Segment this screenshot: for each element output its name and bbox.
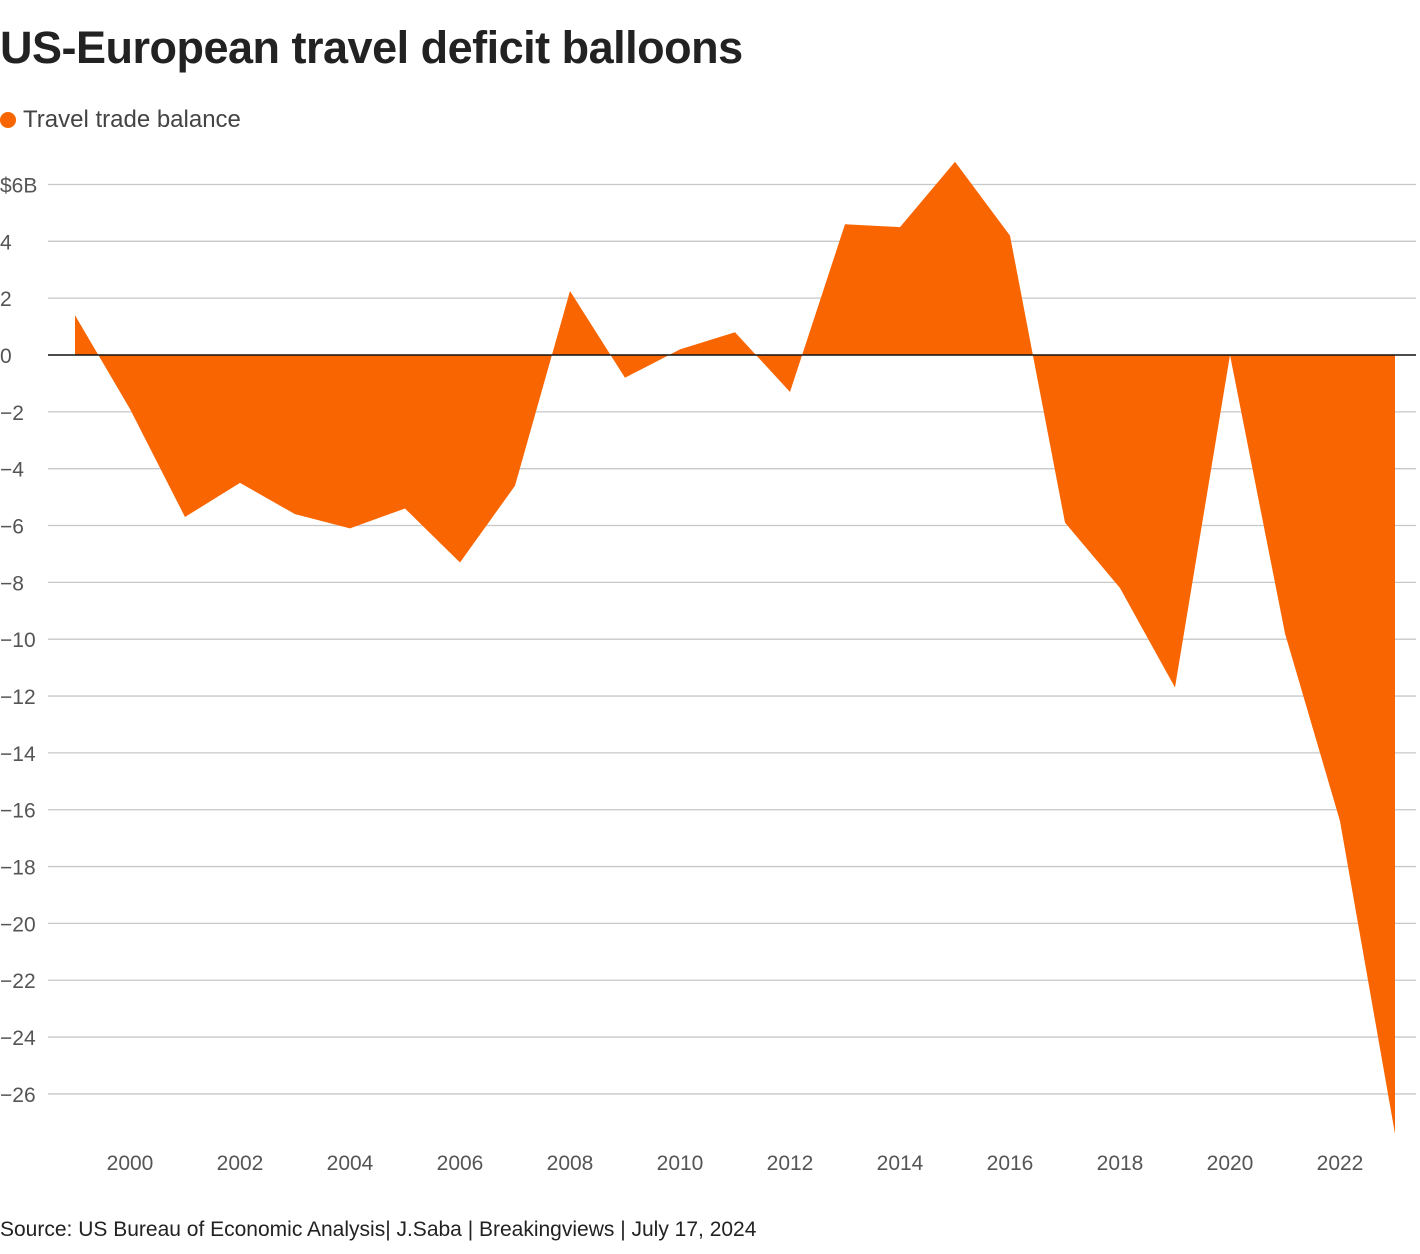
y-tick-label: −2 — [0, 402, 24, 425]
y-tick-label: −4 — [0, 459, 24, 482]
y-tick-label: −26 — [0, 1084, 36, 1107]
y-tick-label: −6 — [0, 516, 24, 539]
x-tick-label: 2006 — [437, 1152, 484, 1175]
y-tick-label: −22 — [0, 970, 36, 993]
y-tick-label: −12 — [0, 686, 36, 709]
x-tick-label: 2000 — [107, 1152, 154, 1175]
x-tick-label: 2004 — [327, 1152, 374, 1175]
y-tick-label: −18 — [0, 857, 36, 880]
legend-label: Travel trade balance — [23, 106, 241, 133]
x-tick-label: 2008 — [547, 1152, 594, 1175]
y-tick-label: −24 — [0, 1027, 36, 1050]
x-tick-label: 2014 — [877, 1152, 924, 1175]
y-tick-label: $6B — [0, 174, 37, 197]
x-tick-label: 2020 — [1207, 1152, 1254, 1175]
y-tick-label: −8 — [0, 572, 24, 595]
x-tick-label: 2002 — [217, 1152, 264, 1175]
y-tick-label: 4 — [0, 231, 12, 254]
legend: Travel trade balance — [0, 106, 241, 134]
source-note: Source: US Bureau of Economic Analysis| … — [0, 1218, 757, 1241]
y-tick-label: 0 — [0, 345, 12, 368]
x-tick-label: 2010 — [657, 1152, 704, 1175]
legend-swatch — [0, 112, 16, 128]
x-tick-label: 2018 — [1097, 1152, 1144, 1175]
y-tick-label: 2 — [0, 288, 12, 311]
x-tick-label: 2016 — [987, 1152, 1034, 1175]
y-tick-label: −10 — [0, 629, 36, 652]
y-tick-label: −16 — [0, 800, 36, 823]
series-area-travel-trade-balance — [75, 161, 1395, 1134]
chart-title: US-European travel deficit balloons — [0, 22, 743, 73]
y-tick-label: −14 — [0, 743, 36, 766]
y-tick-label: −20 — [0, 913, 36, 936]
x-tick-label: 2012 — [767, 1152, 814, 1175]
x-tick-label: 2022 — [1317, 1152, 1364, 1175]
